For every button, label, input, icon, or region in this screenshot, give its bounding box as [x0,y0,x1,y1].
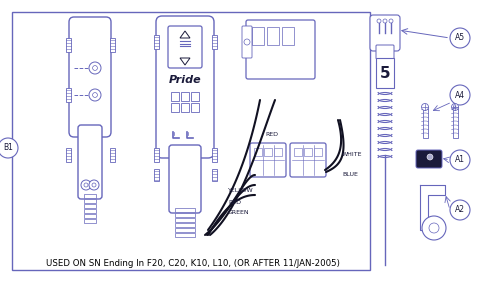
Text: RED: RED [228,200,241,205]
FancyBboxPatch shape [169,145,201,213]
Bar [452,108,458,138]
FancyBboxPatch shape [250,143,286,177]
Bar [282,27,294,45]
FancyBboxPatch shape [69,17,111,137]
Text: USED ON SN Ending In F20, C20, K10, L10, (OR AFTER 11/JAN-2005): USED ON SN Ending In F20, C20, K10, L10,… [46,259,340,268]
Bar [84,199,96,203]
Bar [84,209,96,213]
Circle shape [383,19,387,23]
Bar [175,223,195,227]
Polygon shape [180,58,190,65]
Circle shape [429,223,439,233]
Bar [314,148,322,156]
Bar [171,92,179,101]
Text: RED: RED [265,133,278,137]
Bar [212,148,216,162]
Bar [175,218,195,222]
Bar [181,92,189,101]
Bar [175,233,195,237]
Text: A2: A2 [455,206,465,214]
Bar [175,228,195,232]
FancyBboxPatch shape [242,26,252,58]
FancyBboxPatch shape [168,26,202,68]
Circle shape [450,85,470,105]
Bar [66,148,70,162]
Polygon shape [420,185,445,230]
Bar [267,27,279,45]
Bar [191,103,199,112]
Polygon shape [180,31,190,38]
Bar [175,213,195,217]
Bar [110,148,114,162]
Circle shape [427,154,433,160]
Circle shape [450,28,470,48]
Bar [212,35,216,49]
Bar [191,92,199,101]
FancyBboxPatch shape [376,45,394,59]
Bar [154,148,158,162]
FancyBboxPatch shape [370,15,400,51]
Bar [66,88,70,102]
Bar [376,58,394,88]
Bar [84,194,96,198]
Bar [171,103,179,112]
Circle shape [92,66,98,70]
Bar [212,169,216,181]
Text: A1: A1 [455,155,465,164]
Text: BLUE: BLUE [342,172,358,178]
Text: YELLOW: YELLOW [228,188,254,193]
Bar [84,204,96,208]
Bar [252,27,264,45]
Circle shape [84,183,88,187]
FancyBboxPatch shape [156,16,214,158]
Circle shape [89,89,101,101]
Bar [181,103,189,112]
Bar [110,38,114,52]
Circle shape [389,19,393,23]
FancyBboxPatch shape [416,150,442,168]
Circle shape [92,93,98,98]
Bar [12,12,370,270]
Circle shape [89,62,101,74]
FancyBboxPatch shape [78,125,102,199]
Bar [274,148,282,156]
Bar [175,208,195,212]
Text: A4: A4 [455,91,465,100]
Bar [422,108,428,138]
Bar [84,219,96,223]
Bar [254,148,262,156]
Bar [154,35,158,49]
Circle shape [422,216,446,240]
Circle shape [450,150,470,170]
Circle shape [244,39,250,45]
Bar [304,148,312,156]
Circle shape [0,138,18,158]
Text: 5: 5 [380,65,390,80]
Text: B1: B1 [3,143,13,152]
Text: A5: A5 [455,34,465,43]
Circle shape [452,103,458,110]
FancyBboxPatch shape [246,20,315,79]
Text: WHITE: WHITE [342,152,362,158]
Text: Pride: Pride [168,75,202,85]
Circle shape [422,103,428,110]
Circle shape [81,180,91,190]
Bar [84,214,96,218]
Circle shape [450,200,470,220]
Circle shape [377,19,381,23]
Bar [154,169,158,181]
FancyBboxPatch shape [290,143,326,177]
Bar [66,38,70,52]
Circle shape [89,180,99,190]
Bar [264,148,272,156]
Bar [294,148,302,156]
Circle shape [92,183,96,187]
Text: GREEN: GREEN [228,209,250,214]
